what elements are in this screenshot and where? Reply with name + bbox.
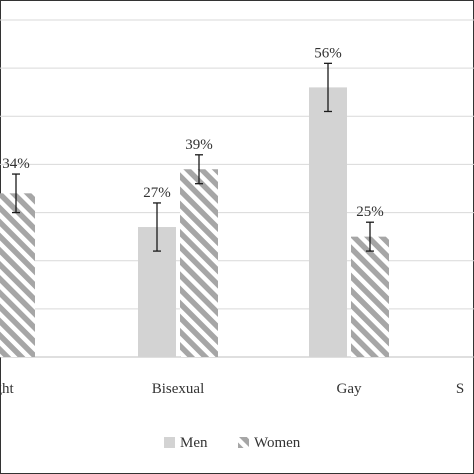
- error-bar-women-1: [195, 154, 203, 185]
- bar-women-0: [0, 193, 35, 357]
- legend-label-men: Men: [180, 435, 208, 451]
- error-bar-men-2: [324, 62, 332, 113]
- category-labels: ight Bisexual Gay S: [0, 381, 464, 397]
- legend-swatch-men: [164, 437, 175, 448]
- error-bar-women-2: [366, 221, 374, 252]
- legend-label-women: Women: [254, 435, 301, 451]
- data-label-men-1: 27%: [143, 185, 171, 201]
- error-bars: [12, 62, 374, 252]
- legend-item-men: Men: [164, 435, 208, 451]
- bars: [0, 87, 389, 358]
- data-label-men-2: 56%: [314, 45, 342, 61]
- category-label-0: ight: [0, 381, 14, 397]
- category-label-1: Bisexual: [152, 381, 205, 397]
- legend-swatch-women: [238, 437, 249, 448]
- bar-women-2: [351, 236, 389, 357]
- bar-men-2: [309, 87, 347, 358]
- data-label-women-1: 39%: [185, 137, 213, 153]
- bar-women-1: [180, 169, 218, 357]
- legend: Men Women: [164, 435, 301, 451]
- category-label-2: Gay: [337, 381, 362, 397]
- data-labels: 27% 56% 34% 39% 25%: [2, 45, 384, 220]
- data-label-women-0: 34%: [2, 156, 30, 172]
- error-bar-women-0: [12, 173, 20, 214]
- legend-item-women: Women: [238, 435, 301, 451]
- gridlines: [0, 19, 474, 358]
- error-bar-men-1: [153, 202, 161, 252]
- category-label-3: S: [456, 381, 464, 397]
- data-label-women-2: 25%: [356, 204, 384, 220]
